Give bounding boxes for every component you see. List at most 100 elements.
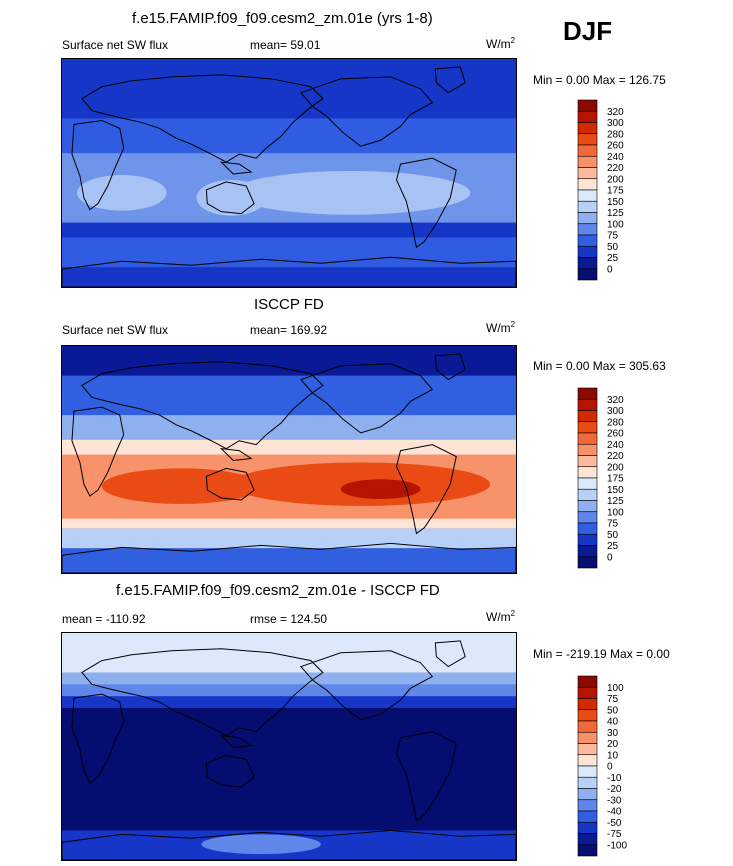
colorbar-box: [577, 443, 598, 456]
panel2-minmax: Min = 0.00 Max = 305.63: [533, 359, 666, 373]
colorbar-box: [577, 466, 598, 479]
field-band: [62, 672, 516, 688]
coastline: [219, 447, 253, 462]
field-region: [231, 171, 471, 215]
colorbar-box: [577, 410, 598, 423]
colorbar-box: [577, 533, 598, 546]
coastline: [205, 754, 255, 788]
colorbar-tick-label: 260: [607, 429, 624, 440]
colorbar-tick-label: -20: [607, 784, 622, 795]
colorbar-tick-label: 40: [607, 717, 619, 728]
colorbar-box: [577, 709, 598, 722]
colorbar-box: [577, 844, 598, 857]
colorbar-tick-label: 320: [607, 107, 624, 118]
colorbar-box: [577, 545, 598, 558]
field-region: [196, 179, 267, 216]
panel2-map: [61, 345, 517, 574]
colorbar-tick-label: 240: [607, 152, 624, 163]
panel1-variable: Surface net SW flux: [62, 38, 169, 52]
colorbar-box: [577, 765, 598, 778]
colorbar-box: [577, 178, 598, 191]
colorbar-tick-label: 150: [607, 485, 624, 496]
colorbar-box: [577, 155, 598, 168]
field-band: [62, 375, 516, 416]
colorbar-box: [577, 799, 598, 812]
panel1-map: [61, 58, 517, 288]
panel1-minmax: Min = 0.00 Max = 126.75: [533, 73, 666, 87]
coastline: [205, 181, 255, 215]
colorbar-tick-label: 50: [607, 242, 619, 253]
coastline: [81, 648, 324, 737]
colorbar-box: [577, 833, 598, 846]
colorbar-box: [577, 776, 598, 789]
colorbar-tick-label: 260: [607, 141, 624, 152]
colorbar-tick-label: 10: [607, 750, 619, 761]
colorbar-box: [577, 821, 598, 834]
field-band: [62, 237, 516, 268]
colorbar-box: [577, 675, 598, 688]
colorbar-box: [577, 743, 598, 756]
colorbar-box: [577, 477, 598, 490]
colorbar-tick-label: -30: [607, 795, 622, 806]
field-band: [62, 696, 516, 709]
panel3-units: W/m2: [486, 609, 516, 624]
colorbar-tick-label: -40: [607, 807, 622, 818]
colorbar-tick-label: 50: [607, 705, 619, 716]
colorbar-box: [577, 421, 598, 434]
colorbar-tick-label: 175: [607, 474, 624, 485]
colorbar-tick-label: 50: [607, 530, 619, 541]
colorbar-box: [577, 257, 598, 270]
colorbar-tick-label: 280: [607, 417, 624, 428]
colorbar-tick-label: 300: [607, 406, 624, 417]
coastline: [62, 256, 516, 287]
coastline: [205, 467, 255, 501]
coastline: [71, 693, 125, 784]
field-band: [62, 528, 516, 549]
coastline: [71, 119, 125, 211]
colorbar-tick-label: 220: [607, 163, 624, 174]
coastline: [300, 76, 434, 147]
colorbar-box: [577, 788, 598, 801]
panel3-colorbar: 100 75 50 40 30 20 10 0 -10 -20 -30 -40 -50 -75 -100: [577, 675, 658, 862]
colorbar-box: [577, 234, 598, 247]
colorbar-tick-label: -100: [607, 840, 627, 851]
colorbar-box: [577, 133, 598, 146]
colorbar-tick-label: 150: [607, 197, 624, 208]
coastline: [396, 157, 457, 249]
colorbar-box: [577, 556, 598, 569]
colorbar-box: [577, 110, 598, 123]
colorbar-box: [577, 144, 598, 157]
field-region: [201, 834, 321, 855]
colorbar-tick-label: 200: [607, 174, 624, 185]
colorbar-tick-label: 280: [607, 129, 624, 140]
colorbar-tick-label: 0: [607, 762, 613, 773]
colorbar-box: [577, 810, 598, 823]
colorbar-tick-label: 320: [607, 395, 624, 406]
coastline: [62, 829, 516, 860]
colorbar-tick-label: 300: [607, 118, 624, 129]
colorbar-box: [577, 488, 598, 501]
colorbar-tick-label: 75: [607, 231, 619, 242]
colorbar-tick-label: 0: [607, 264, 613, 275]
colorbar-tick-label: 200: [607, 462, 624, 473]
coastline: [219, 161, 253, 175]
field-band: [62, 633, 516, 678]
colorbar-box: [577, 189, 598, 202]
colorbar-tick-label: 220: [607, 451, 624, 462]
colorbar-box: [577, 754, 598, 767]
panel1-colorbar: 320 300 280 260 240 220 200 175 150 125 100 75 50 25 0: [577, 99, 658, 286]
coastline: [434, 353, 466, 381]
coastline: [396, 731, 457, 822]
coastline: [300, 363, 434, 434]
map-svg: [62, 346, 516, 573]
colorbar-box: [577, 698, 598, 711]
panel2-title: ISCCP FD: [254, 296, 324, 313]
coastline: [434, 66, 466, 94]
colorbar-tick-label: 25: [607, 541, 619, 552]
colorbar-tick-label: 100: [607, 683, 624, 694]
colorbar-tick-label: 30: [607, 728, 619, 739]
map-svg: [62, 633, 516, 860]
colorbar-box: [577, 387, 598, 400]
